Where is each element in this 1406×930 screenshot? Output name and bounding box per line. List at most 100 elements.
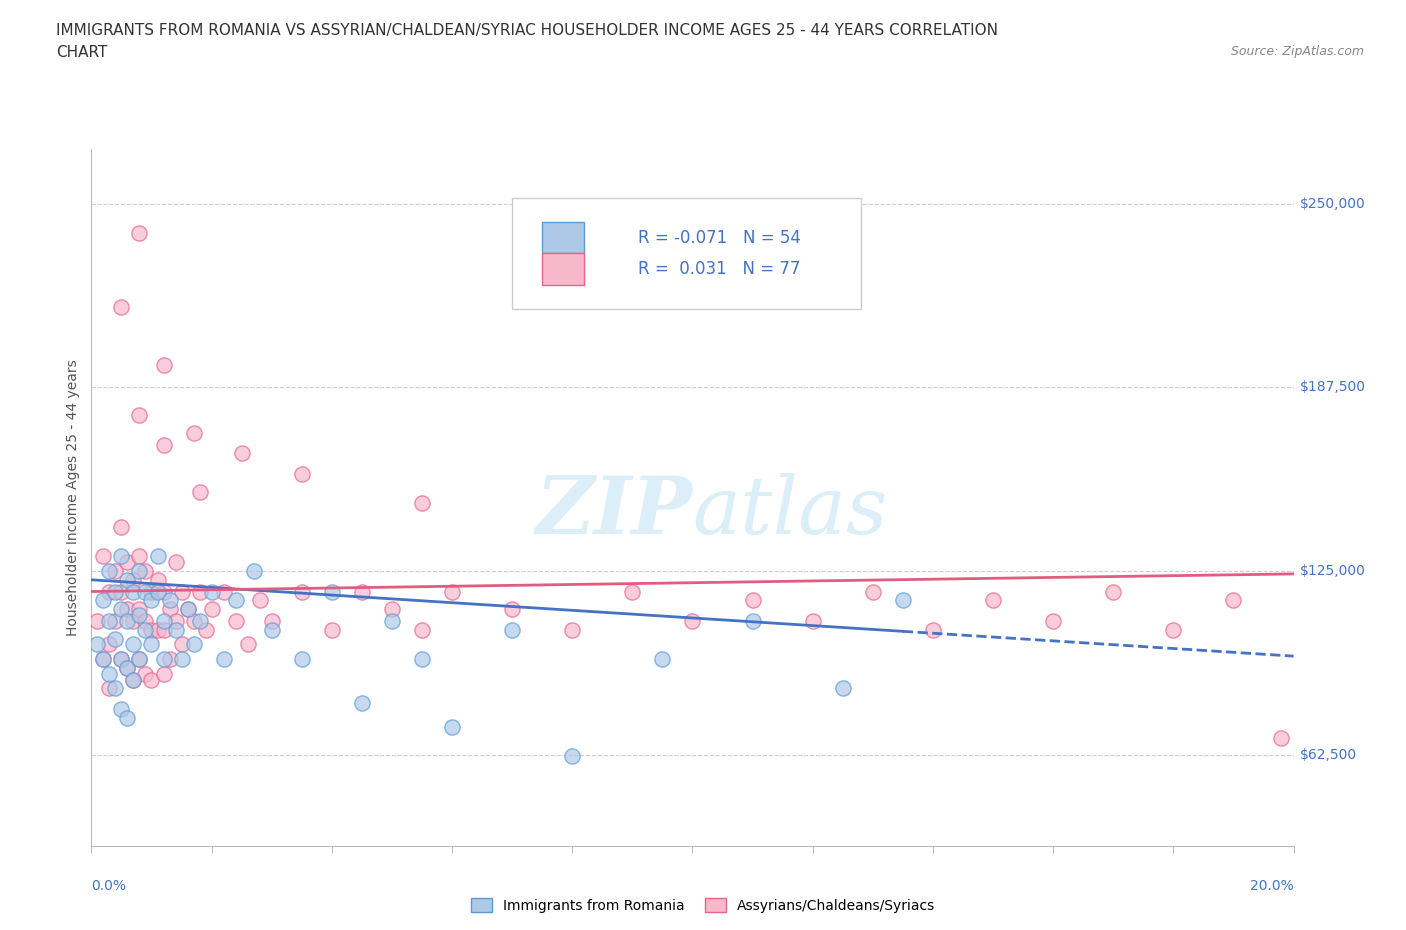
Point <box>260 614 283 629</box>
Point <box>862 584 884 599</box>
Point <box>98 584 121 599</box>
Point <box>411 622 433 637</box>
Point <box>122 572 145 587</box>
Bar <box>543 253 585 285</box>
Point <box>128 226 150 241</box>
Point <box>98 681 121 696</box>
Point <box>165 614 187 629</box>
Point <box>501 622 523 637</box>
Point <box>128 564 150 578</box>
Point <box>117 554 139 569</box>
Text: 0.0%: 0.0% <box>91 879 127 893</box>
Point <box>128 408 150 423</box>
Point <box>621 584 644 599</box>
Point <box>165 622 187 637</box>
Point <box>93 593 115 608</box>
Text: CHART: CHART <box>56 45 108 60</box>
Point <box>134 584 156 599</box>
Point <box>561 749 583 764</box>
Point <box>291 584 314 599</box>
Point <box>110 520 132 535</box>
Point <box>104 584 127 599</box>
Point <box>681 614 703 629</box>
Point <box>146 572 169 587</box>
Point <box>98 666 121 681</box>
Point <box>212 584 235 599</box>
Point <box>1102 584 1125 599</box>
Point <box>93 652 115 667</box>
Text: 20.0%: 20.0% <box>1250 879 1294 893</box>
Point <box>141 637 163 652</box>
Point <box>1042 614 1064 629</box>
Point <box>440 584 463 599</box>
Point <box>321 622 343 637</box>
Point <box>128 549 150 564</box>
Text: $187,500: $187,500 <box>1299 380 1365 394</box>
Point <box>1222 593 1244 608</box>
Point <box>176 602 198 617</box>
Point <box>141 584 163 599</box>
Point <box>170 584 193 599</box>
Point <box>183 637 205 652</box>
Point <box>93 652 115 667</box>
Point <box>242 564 264 578</box>
Point <box>981 593 1004 608</box>
Point <box>891 593 914 608</box>
Point <box>104 564 127 578</box>
Point <box>183 614 205 629</box>
Point <box>128 607 150 622</box>
Text: IMMIGRANTS FROM ROMANIA VS ASSYRIAN/CHALDEAN/SYRIAC HOUSEHOLDER INCOME AGES 25 -: IMMIGRANTS FROM ROMANIA VS ASSYRIAN/CHAL… <box>56 23 998 38</box>
Point <box>411 652 433 667</box>
Point <box>146 549 169 564</box>
Point <box>122 584 145 599</box>
Text: ZIP: ZIP <box>536 472 692 551</box>
Point <box>104 631 127 646</box>
Point <box>122 637 145 652</box>
Point <box>188 485 211 499</box>
Point <box>128 652 150 667</box>
Point <box>188 584 211 599</box>
Point <box>122 672 145 687</box>
Point <box>122 672 145 687</box>
Point <box>134 564 156 578</box>
Point <box>98 614 121 629</box>
Point <box>1161 622 1184 637</box>
Point <box>93 549 115 564</box>
Point <box>225 614 247 629</box>
Text: R =  0.031   N = 77: R = 0.031 N = 77 <box>638 260 801 278</box>
Point <box>86 637 108 652</box>
Point <box>212 652 235 667</box>
Y-axis label: Householder Income Ages 25 - 44 years: Householder Income Ages 25 - 44 years <box>66 359 80 636</box>
Text: Source: ZipAtlas.com: Source: ZipAtlas.com <box>1230 45 1364 58</box>
Point <box>104 614 127 629</box>
Bar <box>543 222 585 254</box>
Point <box>110 602 132 617</box>
Point <box>110 652 132 667</box>
Point <box>152 358 174 373</box>
Point <box>201 602 224 617</box>
Point <box>561 622 583 637</box>
Point <box>152 614 174 629</box>
Point <box>411 496 433 511</box>
Text: $125,000: $125,000 <box>1299 564 1365 578</box>
Point <box>141 672 163 687</box>
Point <box>134 666 156 681</box>
Point <box>236 637 259 652</box>
Point <box>104 681 127 696</box>
Point <box>741 614 763 629</box>
Point <box>141 622 163 637</box>
Point <box>260 622 283 637</box>
Point <box>110 701 132 716</box>
Point <box>741 593 763 608</box>
Point <box>159 652 181 667</box>
FancyBboxPatch shape <box>512 198 860 309</box>
Point <box>291 467 314 482</box>
Point <box>117 660 139 675</box>
Point <box>440 719 463 734</box>
Point <box>98 637 121 652</box>
Point <box>152 652 174 667</box>
Point <box>922 622 945 637</box>
Point <box>146 584 169 599</box>
Point <box>188 614 211 629</box>
Point <box>110 549 132 564</box>
